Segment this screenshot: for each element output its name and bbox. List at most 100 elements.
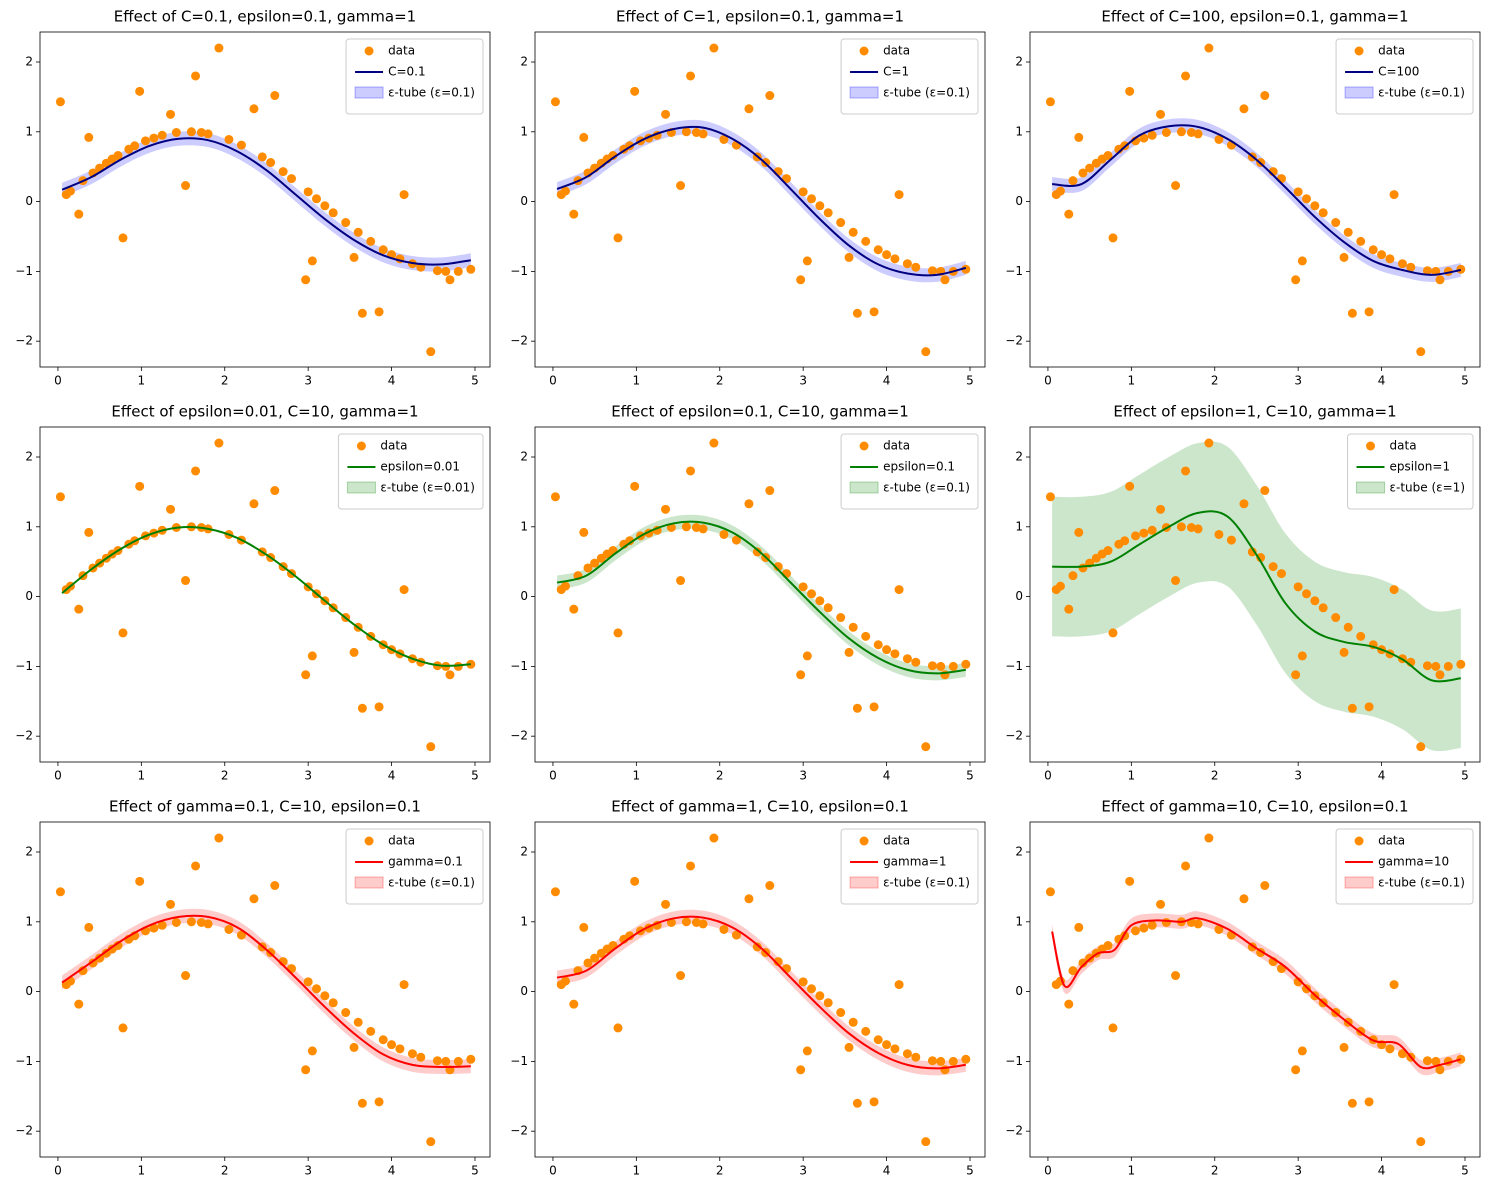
data-point bbox=[744, 104, 754, 114]
data-point bbox=[1161, 128, 1171, 137]
legend-label: epsilon=1 bbox=[1390, 460, 1451, 474]
epsilon-tube bbox=[557, 909, 966, 1076]
chart-title: Effect of C=0.1, epsilon=0.1, gamma=1 bbox=[114, 8, 416, 26]
data-point bbox=[709, 438, 719, 448]
legend-marker bbox=[849, 86, 879, 99]
data-point bbox=[191, 861, 201, 871]
x-tick-label: 0 bbox=[1044, 769, 1052, 783]
x-tick-label: 4 bbox=[388, 374, 396, 388]
data-point bbox=[166, 504, 176, 514]
data-point bbox=[869, 702, 879, 712]
data-point bbox=[349, 647, 359, 657]
data-point bbox=[1318, 208, 1328, 218]
axes-frame bbox=[534, 821, 986, 1158]
x-tick-label: 3 bbox=[799, 374, 807, 388]
x-tick-label: 3 bbox=[304, 1164, 312, 1178]
data-point bbox=[921, 347, 931, 357]
axes-frame bbox=[39, 31, 491, 368]
x-tick-label: 0 bbox=[54, 1164, 62, 1178]
axes-frame bbox=[1029, 426, 1481, 763]
y-tick-label: 2 bbox=[1015, 55, 1023, 69]
data-point bbox=[1364, 1097, 1374, 1107]
data-point bbox=[1171, 181, 1181, 191]
x-tick-label: 2 bbox=[716, 769, 724, 783]
legend-box bbox=[840, 433, 979, 510]
plot-area bbox=[55, 43, 476, 357]
x-tick-label: 4 bbox=[388, 769, 396, 783]
legend-box bbox=[337, 433, 484, 510]
data-point bbox=[861, 631, 871, 641]
data-point bbox=[341, 1008, 351, 1018]
data-point bbox=[823, 998, 833, 1008]
x-tick-label: 5 bbox=[471, 769, 479, 783]
data-point bbox=[426, 347, 436, 357]
legend: data gamma=0.1 ε-tube (ε=0.1) bbox=[345, 828, 484, 905]
data-point bbox=[1103, 941, 1113, 951]
data-point bbox=[1147, 130, 1157, 140]
x-tick-label: 4 bbox=[388, 1164, 396, 1178]
y-tick-label: −2 bbox=[1005, 729, 1023, 743]
x-tick-label: 2 bbox=[716, 374, 724, 388]
data-point bbox=[894, 585, 904, 595]
data-point bbox=[1291, 275, 1301, 285]
data-point bbox=[873, 245, 883, 255]
data-point bbox=[625, 536, 635, 546]
data-point bbox=[613, 1023, 623, 1033]
data-point bbox=[1389, 190, 1399, 200]
data-point bbox=[1103, 151, 1113, 161]
y-tick-label: −2 bbox=[510, 1124, 528, 1138]
data-point bbox=[214, 438, 224, 448]
data-point bbox=[55, 97, 65, 107]
data-point bbox=[84, 922, 94, 932]
data-point bbox=[927, 661, 937, 671]
legend-label: ε-tube (ε=0.1) bbox=[883, 481, 970, 495]
x-tick-label: 3 bbox=[304, 769, 312, 783]
legend-marker bbox=[356, 441, 366, 451]
y-tick-label: 2 bbox=[1015, 845, 1023, 859]
data-point bbox=[407, 1049, 417, 1059]
data-point bbox=[135, 481, 145, 491]
x-tick-label: 5 bbox=[471, 1164, 479, 1178]
data-point bbox=[141, 136, 151, 146]
legend-box bbox=[345, 828, 484, 905]
data-point bbox=[844, 647, 854, 657]
legend-label: ε-tube (ε=0.01) bbox=[380, 481, 475, 495]
epsilon-tube bbox=[62, 131, 471, 272]
data-point bbox=[1186, 523, 1196, 532]
data-point bbox=[927, 266, 937, 276]
data-point bbox=[1125, 481, 1135, 491]
data-point bbox=[661, 899, 671, 909]
legend: data C=0.1 ε-tube (ε=0.1) bbox=[345, 38, 484, 115]
data-point bbox=[1045, 97, 1055, 107]
data-point bbox=[719, 529, 729, 539]
data-point bbox=[836, 613, 846, 623]
chart-title: Effect of gamma=1, C=10, epsilon=0.1 bbox=[611, 798, 909, 816]
data-point bbox=[550, 887, 560, 897]
data-point bbox=[378, 245, 388, 255]
data-point bbox=[936, 661, 946, 671]
x-tick-label: 3 bbox=[1294, 1164, 1302, 1178]
legend-label: data bbox=[883, 44, 910, 58]
data-point bbox=[1293, 582, 1303, 592]
data-point bbox=[278, 167, 288, 177]
fit-line bbox=[556, 915, 966, 1070]
plot-area bbox=[550, 438, 971, 752]
chart-title: Effect of epsilon=0.1, C=10, gamma=1 bbox=[611, 403, 909, 421]
legend-label: ε-tube (ε=0.1) bbox=[1378, 876, 1465, 890]
legend: data gamma=1 ε-tube (ε=0.1) bbox=[840, 828, 979, 905]
epsilon-tube bbox=[1052, 441, 1461, 752]
data-point bbox=[569, 999, 579, 1009]
data-point bbox=[681, 127, 691, 137]
data-point bbox=[74, 604, 84, 614]
data-point bbox=[911, 657, 921, 667]
legend-label: gamma=1 bbox=[883, 855, 946, 869]
y-tick-label: −1 bbox=[15, 264, 33, 278]
data-point bbox=[902, 259, 912, 269]
data-point bbox=[798, 977, 808, 987]
data-point bbox=[1291, 670, 1301, 680]
data-point bbox=[894, 190, 904, 200]
x-tick-label: 5 bbox=[966, 1164, 974, 1178]
x-tick-label: 1 bbox=[1128, 769, 1136, 783]
data-point bbox=[1204, 43, 1214, 53]
legend-marker bbox=[364, 46, 374, 56]
